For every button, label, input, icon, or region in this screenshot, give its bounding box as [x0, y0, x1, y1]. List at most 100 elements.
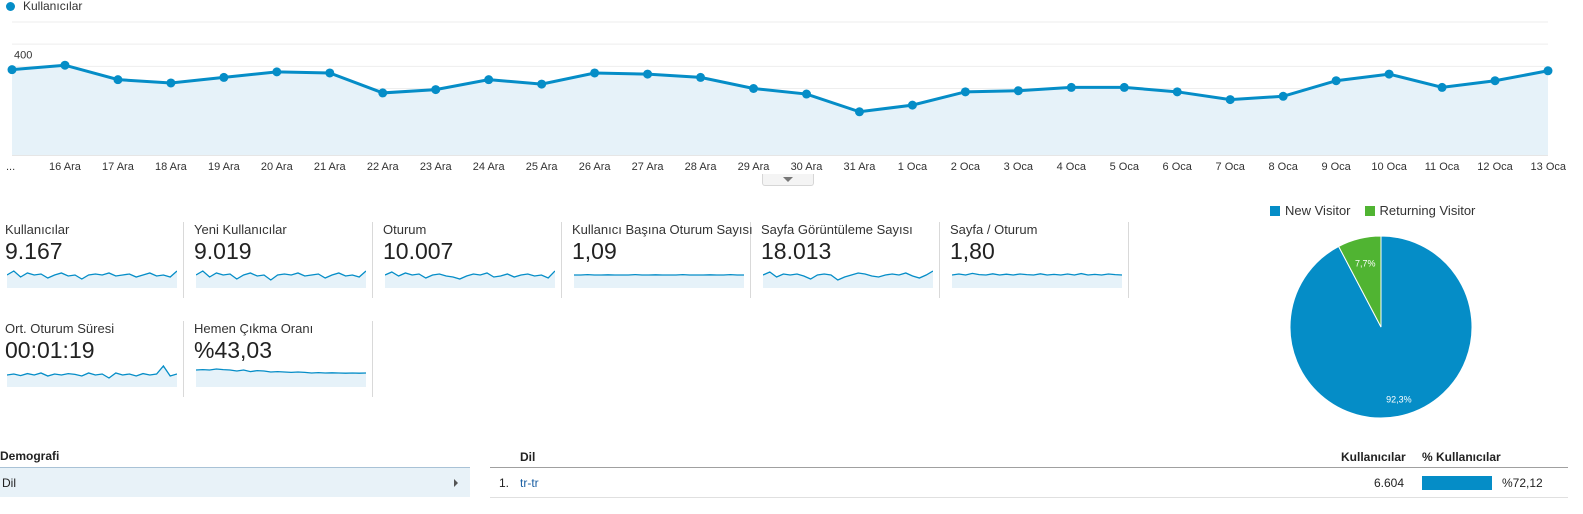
metric-sessions[interactable]: Oturum 10.007 — [383, 222, 562, 298]
x-tick-label: 25 Ara — [526, 161, 559, 173]
sparkline — [763, 270, 933, 288]
x-tick-label: 3 Oca — [1004, 161, 1034, 173]
sparkline — [385, 270, 555, 288]
metric-avg-session-duration[interactable]: Ort. Oturum Süresi 00:01:19 — [5, 321, 184, 397]
table-row: 1. tr-tr 6.604 %72,12 — [490, 468, 1568, 498]
sparkline — [7, 364, 177, 387]
percent-value: %72,12 — [1502, 476, 1543, 490]
data-point[interactable] — [1013, 86, 1023, 96]
metric-value: 00:01:19 — [5, 337, 95, 363]
legend-new-visitor[interactable]: New Visitor — [1270, 203, 1351, 218]
data-point[interactable] — [537, 79, 547, 89]
area-fill — [12, 65, 1548, 155]
metric-label: Yeni Kullanıcılar — [194, 222, 287, 237]
metric-value: 9.019 — [194, 238, 252, 264]
data-point[interactable] — [1172, 87, 1182, 97]
metric-label: Sayfa Görüntüleme Sayısı — [761, 222, 913, 237]
series-name: Kullanıcılar — [23, 0, 83, 13]
x-tick-label: 29 Ara — [738, 161, 771, 173]
data-point[interactable] — [696, 72, 706, 82]
data-point[interactable] — [960, 87, 970, 97]
sparkline-area — [7, 271, 177, 288]
pie-slice[interactable] — [1337, 235, 1382, 328]
x-tick-label: 12 Oca — [1477, 161, 1513, 173]
x-tick-label: 2 Oca — [951, 161, 981, 173]
x-tick-label: 30 Ara — [791, 161, 824, 173]
sparkline-line — [763, 270, 933, 281]
x-tick-label: 4 Oca — [1057, 161, 1087, 173]
x-tick-label: 24 Ara — [473, 161, 506, 173]
chart-expand-handle[interactable] — [762, 174, 814, 186]
metric-label: Kullanıcı Başına Oturum Sayısı — [572, 222, 753, 237]
metric-sessions-per-user[interactable]: Kullanıcı Başına Oturum Sayısı 1,09 — [572, 222, 753, 298]
data-point[interactable] — [60, 60, 70, 70]
data-point[interactable] — [907, 100, 917, 110]
column-header-users[interactable]: Kullanıcılar — [1341, 450, 1406, 464]
data-point[interactable] — [1543, 66, 1553, 76]
data-point[interactable] — [801, 89, 811, 99]
x-tick-label: 18 Ara — [155, 161, 188, 173]
data-point[interactable] — [325, 68, 335, 78]
data-point[interactable] — [590, 68, 600, 78]
demographics-item-label: Dil — [2, 476, 16, 490]
series-dot-icon — [6, 1, 15, 11]
data-point[interactable] — [219, 72, 229, 82]
x-tick-label: 16 Ara — [49, 161, 82, 173]
visitor-pie-chart[interactable]: 92,3% 7,7% — [1288, 234, 1474, 420]
data-point[interactable] — [113, 75, 123, 85]
x-tick-label: 21 Ara — [314, 161, 347, 173]
legend-returning-visitor[interactable]: Returning Visitor — [1364, 203, 1475, 218]
data-point[interactable] — [7, 65, 17, 75]
data-point[interactable] — [1119, 82, 1129, 92]
data-point[interactable] — [378, 88, 388, 98]
data-point[interactable] — [431, 85, 441, 95]
y-tick-label: 600 — [14, 14, 32, 17]
data-point[interactable] — [272, 67, 282, 77]
metric-value: 1,80 — [950, 238, 995, 264]
sparkline-area — [763, 271, 933, 288]
metric-label: Oturum — [383, 222, 427, 237]
metric-new-users[interactable]: Yeni Kullanıcılar 9.019 — [194, 222, 373, 298]
data-point[interactable] — [854, 107, 864, 117]
data-point[interactable] — [166, 78, 176, 88]
metric-users[interactable]: Kullanıcılar 9.167 — [5, 222, 184, 298]
x-tick-label: 8 Oca — [1268, 161, 1298, 173]
metric-pages-per-session[interactable]: Sayfa / Oturum 1,80 — [950, 222, 1129, 298]
x-tick-label: 17 Ara — [102, 161, 135, 173]
data-point[interactable] — [1437, 82, 1447, 92]
data-point[interactable] — [484, 75, 494, 85]
sparkline — [952, 272, 1122, 288]
data-point[interactable] — [749, 84, 759, 93]
x-tick-label: 10 Oca — [1371, 161, 1407, 173]
sparkline-line — [952, 272, 1122, 276]
x-tick-label: 28 Ara — [685, 161, 718, 173]
x-tick-label: 7 Oca — [1216, 161, 1246, 173]
sparkline-line — [7, 270, 177, 280]
column-header-language[interactable]: Dil — [520, 450, 536, 464]
x-tick-label: 23 Ara — [420, 161, 453, 173]
data-point[interactable] — [1278, 91, 1288, 101]
sparkline-area — [952, 273, 1122, 288]
pie-slice-label: 7,7% — [1355, 258, 1376, 268]
data-point[interactable] — [1490, 76, 1500, 86]
data-point[interactable] — [1066, 82, 1076, 92]
demographics-item-language[interactable]: Dil — [0, 468, 470, 497]
data-point[interactable] — [643, 69, 653, 79]
language-link[interactable]: tr-tr — [520, 476, 539, 490]
data-point[interactable] — [1331, 76, 1341, 86]
data-point[interactable] — [1225, 95, 1235, 105]
metric-pageviews[interactable]: Sayfa Görüntüleme Sayısı 18.013 — [761, 222, 940, 298]
metric-value: %43,03 — [194, 337, 273, 363]
data-point[interactable] — [1384, 69, 1394, 79]
table-header: Dil Kullanıcılar % Kullanıcılar — [490, 449, 1568, 468]
x-tick-label: 27 Ara — [632, 161, 665, 173]
metric-label: Sayfa / Oturum — [950, 222, 1038, 237]
x-tick-label: 13 Oca — [1531, 161, 1567, 173]
metric-bounce-rate[interactable]: Hemen Çıkma Oranı %43,03 — [194, 321, 373, 397]
legend-swatch-icon — [1364, 205, 1375, 216]
metric-label: Ort. Oturum Süresi — [5, 321, 115, 336]
metric-value: 1,09 — [572, 238, 617, 264]
column-header-users-percent[interactable]: % Kullanıcılar — [1422, 450, 1501, 464]
y-tick-label: 400 — [14, 49, 32, 61]
